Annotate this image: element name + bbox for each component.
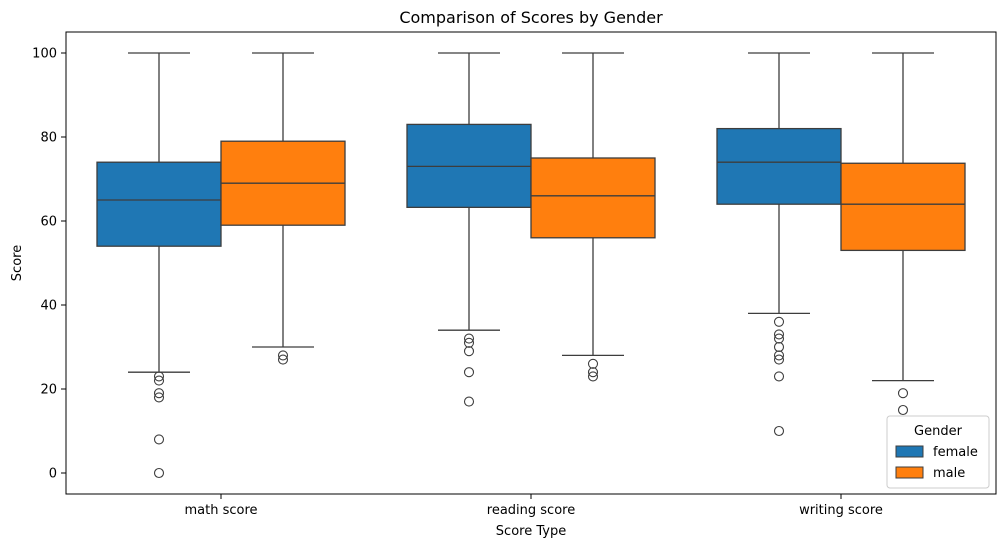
plot-frame <box>65 31 997 495</box>
outlier-point <box>153 371 165 382</box>
outlier-point <box>587 371 599 382</box>
iqr-box <box>716 127 842 205</box>
box-female-0 <box>96 52 222 479</box>
outlier-point <box>277 354 289 365</box>
outlier-point <box>153 434 165 445</box>
box-male-1 <box>530 52 656 382</box>
outlier-point <box>587 358 599 369</box>
outlier-point <box>463 346 475 357</box>
outlier-point <box>153 375 165 386</box>
outlier-point <box>773 354 785 365</box>
y-tick-label: 0 <box>49 467 57 482</box>
iqr-box <box>840 162 966 252</box>
box-male-2 <box>840 52 966 416</box>
x-tick-label: math score <box>184 503 257 518</box>
y-axis-label: Score <box>10 245 25 281</box>
outlier-point <box>773 350 785 361</box>
legend-swatch-female <box>895 445 924 458</box>
outlier-point <box>773 371 785 382</box>
outlier-point <box>463 337 475 348</box>
box-female-2 <box>716 52 842 437</box>
outlier-point <box>897 388 909 399</box>
x-tick-label: writing score <box>799 503 883 518</box>
y-tick-label: 100 <box>32 47 57 62</box>
iqr-box <box>530 157 656 239</box>
outlier-point <box>897 404 909 416</box>
legend-label-male: male <box>933 466 965 481</box>
y-tick-label: 40 <box>40 299 57 314</box>
box-female-1 <box>406 52 532 407</box>
outlier-point <box>463 367 475 378</box>
outlier-point <box>463 396 475 407</box>
plot-area <box>96 52 966 479</box>
outlier-point <box>463 333 475 344</box>
outlier-point <box>153 388 165 399</box>
outlier-point <box>773 329 785 340</box>
outlier-point <box>153 392 165 403</box>
outlier-point <box>153 467 165 479</box>
x-tick-label: reading score <box>487 503 575 518</box>
legend: Gender female male <box>886 415 990 489</box>
outlier-point <box>587 367 599 378</box>
outlier-point <box>277 350 289 361</box>
y-tick-label: 60 <box>40 215 57 230</box>
x-axis-label: Score Type <box>496 524 566 539</box>
legend-label-female: female <box>933 445 978 460</box>
iqr-box <box>96 161 222 247</box>
y-tick-label: 20 <box>40 383 57 398</box>
chart-title: Comparison of Scores by Gender <box>399 8 663 27</box>
box-male-0 <box>220 52 346 365</box>
outlier-point <box>773 333 785 344</box>
axes: 0 20 40 60 80 100 math score reading score writi… <box>32 47 883 519</box>
outlier-point <box>773 341 785 353</box>
y-tick-label: 80 <box>40 131 57 146</box>
outlier-point <box>773 316 785 327</box>
legend-title: Gender <box>914 424 963 439</box>
outlier-point <box>773 425 785 437</box>
legend-swatch-male <box>895 466 924 479</box>
